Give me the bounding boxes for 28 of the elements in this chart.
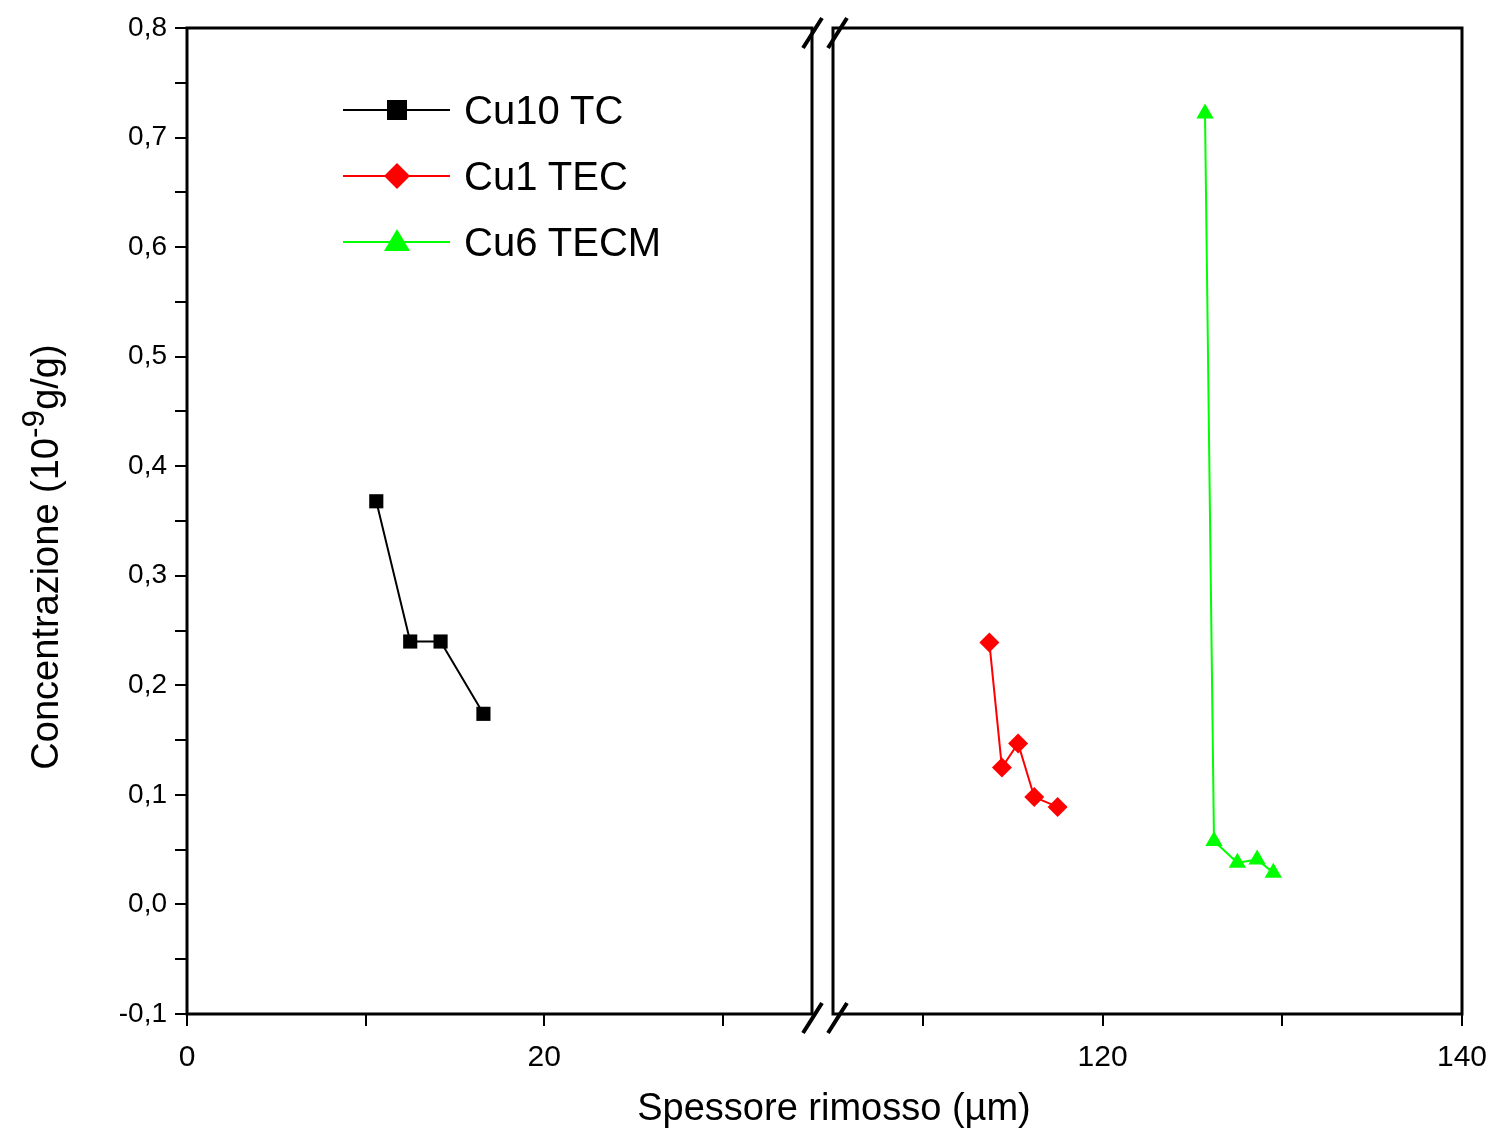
y-tick-label: 0,5 — [128, 339, 167, 371]
x-tick-label: 0 — [178, 1039, 196, 1073]
y-tick-label: 0,0 — [128, 887, 167, 919]
y-tick-label: 0,7 — [128, 120, 167, 152]
y-tick-label: 0,2 — [128, 668, 167, 700]
legend-label: Cu10 TC — [464, 87, 624, 133]
point — [403, 634, 418, 649]
point — [991, 757, 1012, 778]
y-tick-label: 0,6 — [128, 229, 167, 261]
y-tick-label: -0,1 — [118, 996, 167, 1028]
point — [1024, 787, 1045, 808]
y-tick-label: 0,3 — [128, 558, 167, 590]
point — [1047, 796, 1068, 817]
legend-label: Cu6 TECM — [464, 219, 662, 265]
y-tick-label: 0,1 — [128, 777, 167, 809]
x-tick-label: 140 — [1436, 1039, 1488, 1073]
x-tick-label: 20 — [527, 1039, 561, 1073]
y-tick-label: 0,8 — [128, 10, 167, 42]
point — [979, 632, 1000, 653]
point — [369, 494, 384, 509]
x-axis-title: Spessore rimosso (µm) — [637, 1086, 1031, 1129]
point — [1008, 733, 1029, 754]
y-tick-label: 0,4 — [128, 448, 167, 480]
point — [433, 634, 448, 649]
x-tick-label: 120 — [1077, 1039, 1128, 1073]
point — [476, 706, 491, 721]
legend-label: Cu1 TEC — [464, 153, 628, 199]
point — [1196, 103, 1214, 119]
